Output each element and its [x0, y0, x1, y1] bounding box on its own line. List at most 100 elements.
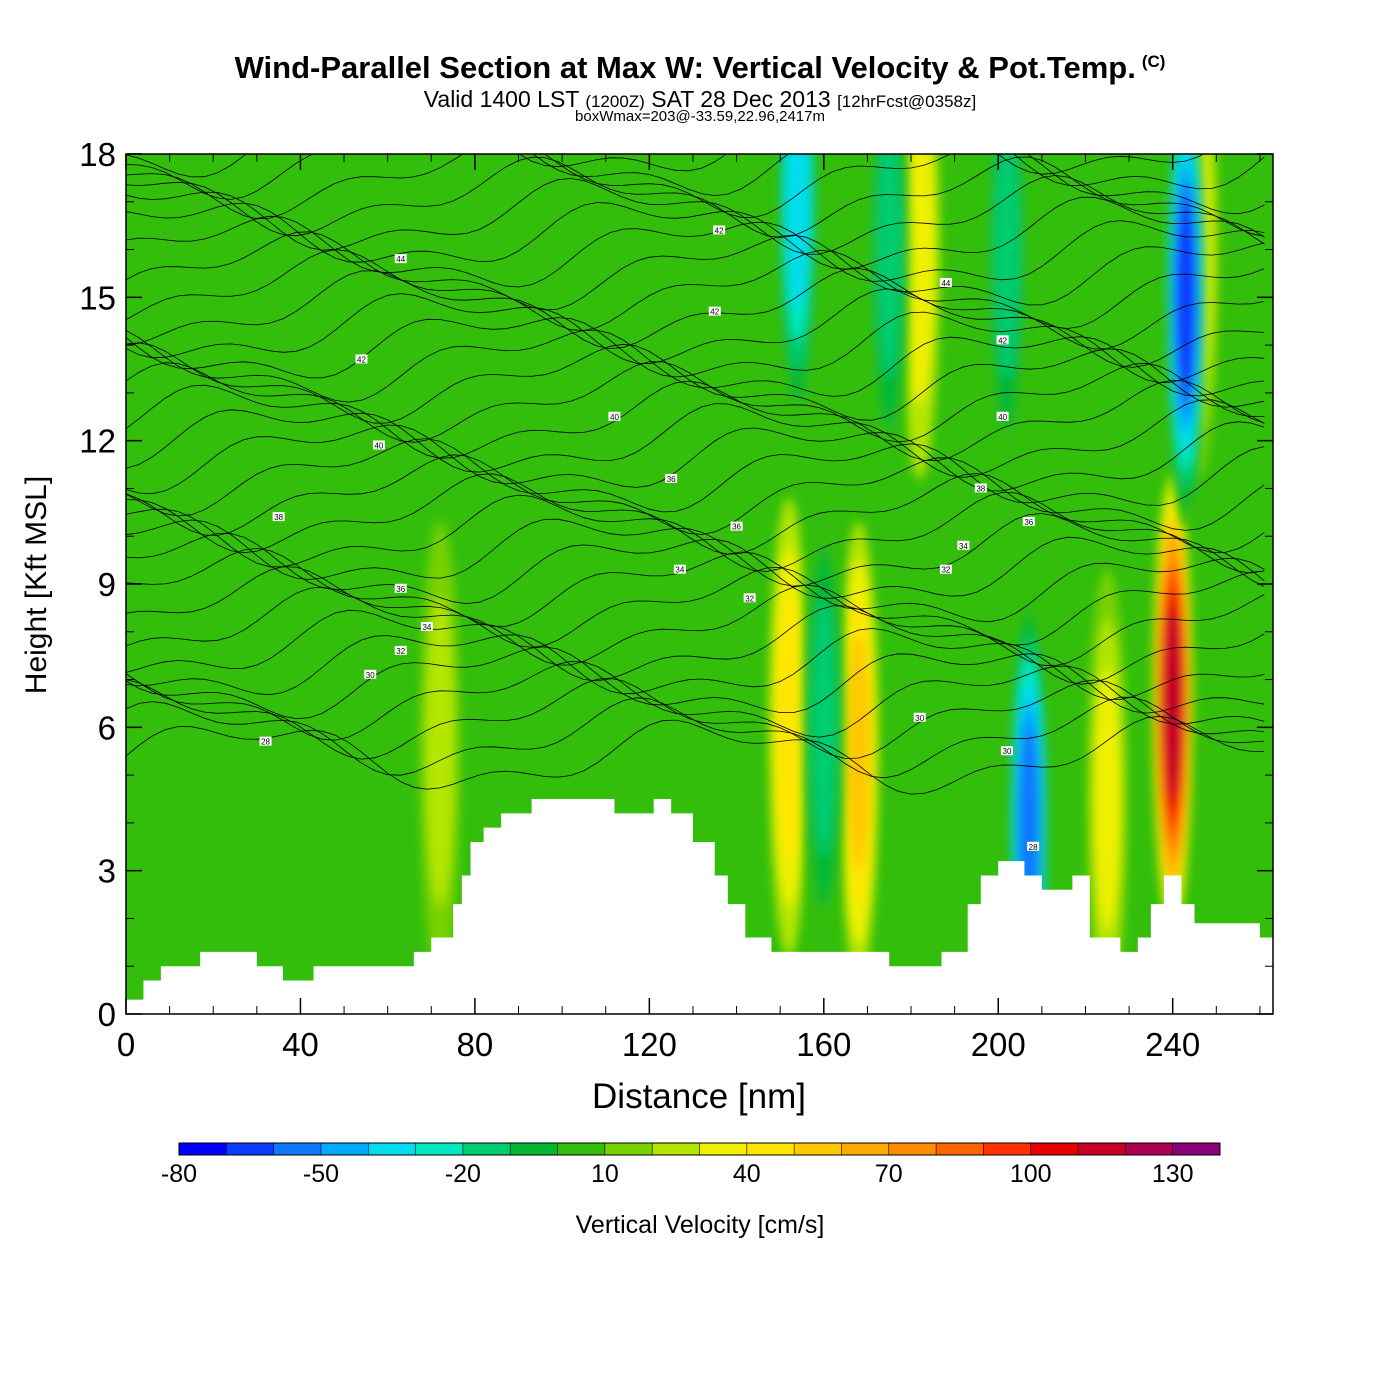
updraft-band-1-level-3 [846, 633, 871, 870]
x-tick-label: 200 [971, 1026, 1026, 1063]
plot-area [126, 154, 1273, 1014]
isentrope-11 [126, 513, 1265, 588]
isentrope-label-bg [743, 593, 756, 603]
updraft-band-2-level-2 [776, 597, 802, 858]
isentrope-label: 32 [745, 594, 754, 603]
x-tick-label: 40 [282, 1026, 319, 1063]
isentrope-label-bg [394, 254, 407, 264]
colorbar-swatch [841, 1143, 890, 1155]
updraft-band-3-level-2 [1094, 668, 1120, 930]
y-tick-label: 15 [79, 279, 116, 316]
isentrope-label: 34 [422, 623, 431, 632]
isentrope-label-bg [913, 712, 926, 722]
isentrope-label: 30 [366, 671, 375, 680]
isentrope-20 [126, 342, 1265, 424]
copyright-mark: (C) [1141, 51, 1166, 71]
isentrope-label-bg [665, 473, 678, 483]
isentrope-label: 28 [261, 738, 270, 747]
isentrope-14 [126, 454, 1265, 536]
colorbar-swatch [936, 1143, 984, 1155]
colorbar-tick-label: -20 [445, 1160, 481, 1188]
colorbar-swatch [746, 1143, 795, 1155]
downdraft-band-1-level-7 [1175, 198, 1197, 397]
x-tick-label: 160 [796, 1026, 851, 1063]
isentrope-label: 32 [396, 647, 405, 656]
isentrope-label-bg [996, 411, 1009, 421]
isentrope-32 [126, 154, 1265, 200]
isentrope-label: 36 [667, 475, 676, 484]
isentrope-19 [126, 361, 1265, 443]
valid-prefix: Valid 1400 LST [423, 86, 579, 112]
isentrope-label: 42 [998, 336, 1007, 345]
isentrope-15 [126, 438, 1265, 517]
isentrope-label: 38 [976, 484, 985, 493]
forecast-info: [12hrFcst@0358z] [837, 92, 977, 111]
isentrope-label: 40 [998, 413, 1007, 422]
colorbar-tick-label: 130 [1152, 1160, 1194, 1188]
isentrope-26 [126, 231, 1265, 311]
colorbar-swatch [320, 1143, 369, 1155]
isentrope-label-bg [713, 225, 726, 235]
isentrope-label: 42 [357, 355, 366, 364]
colorbar-swatch [226, 1143, 275, 1155]
y-tick-label: 9 [98, 566, 116, 603]
isentrope-24 [126, 267, 1265, 350]
isentrope-18 [126, 379, 1265, 462]
downdraft-band-1 [1165, 154, 1206, 528]
downdraft-band-5 [986, 154, 1027, 480]
colorbar-tick-label: 70 [875, 1160, 903, 1188]
x-axis-label: Distance [nm] [592, 1077, 806, 1116]
colorbar-swatch [415, 1143, 464, 1155]
isentrope-13 [126, 473, 1265, 555]
isentrope-6 [126, 605, 1265, 685]
isentrope-25 [126, 249, 1265, 331]
colorbar-swatch [462, 1143, 511, 1155]
valid-time-line: Valid 1400 LST (1200Z) SAT 28 Dec 2013 [… [0, 86, 1400, 113]
isentrope-label-bg [608, 411, 621, 421]
isentrope-label: 42 [715, 226, 724, 235]
isentrope-label: 44 [396, 255, 405, 264]
isentrope-21 [126, 329, 1265, 403]
colorbar-swatch [699, 1143, 748, 1155]
valid-utc: (1200Z) [585, 92, 645, 111]
isentrope-label: 30 [1003, 747, 1012, 756]
colorbar-swatch [510, 1143, 559, 1155]
y-tick-label: 3 [98, 853, 116, 890]
isentrope-label-bg [394, 583, 407, 593]
x-tick-label: 80 [457, 1026, 494, 1063]
isentrope-label: 28 [1029, 843, 1038, 852]
colorbar-swatch [794, 1143, 842, 1155]
colorbar-tick-label: -80 [161, 1160, 197, 1188]
colorbar-tick-label: 40 [733, 1160, 761, 1188]
valid-date: SAT 28 Dec 2013 [651, 86, 831, 112]
isentrope-label-bg [957, 540, 970, 550]
colorbar-swatch [368, 1143, 417, 1155]
colorbar-tick-label: 10 [591, 1160, 619, 1188]
x-tick-label: 0 [117, 1026, 135, 1063]
colorbar-swatch [604, 1143, 653, 1155]
isentrope-label: 40 [374, 441, 383, 450]
updraft-band-0 [1152, 473, 1193, 934]
colorbar-swatch [1125, 1143, 1174, 1155]
isentrope-0 [126, 715, 1265, 795]
isentrope-label-bg [1022, 516, 1035, 526]
y-tick-label: 18 [79, 136, 116, 173]
downdraft-band-4 [869, 154, 910, 480]
isentrope-17 [126, 399, 1265, 478]
isentrope-label-group: 28 30 32 34 36 38 40 42 44 40 36 34 36 32 42 42 32 34 38 36… [259, 225, 1040, 852]
isentrope-label-bg [364, 669, 377, 679]
isentrope-label: 44 [941, 279, 950, 288]
updraft-band-5-level-1 [905, 154, 935, 405]
colorbar-swatch [179, 1143, 227, 1155]
colorbar-swatch [1030, 1143, 1079, 1155]
isentrope-label-bg [420, 622, 433, 631]
y-tick-label: 0 [98, 996, 116, 1033]
isentrope-label-bg [974, 483, 987, 493]
isentrope-label-bg [939, 278, 952, 287]
isentrope-7 [126, 584, 1265, 667]
isentrope-label-bg [996, 335, 1009, 345]
isentrope-label-bg [730, 521, 743, 531]
isentrope-23 [126, 288, 1265, 368]
isentrope-label: 36 [732, 523, 741, 532]
